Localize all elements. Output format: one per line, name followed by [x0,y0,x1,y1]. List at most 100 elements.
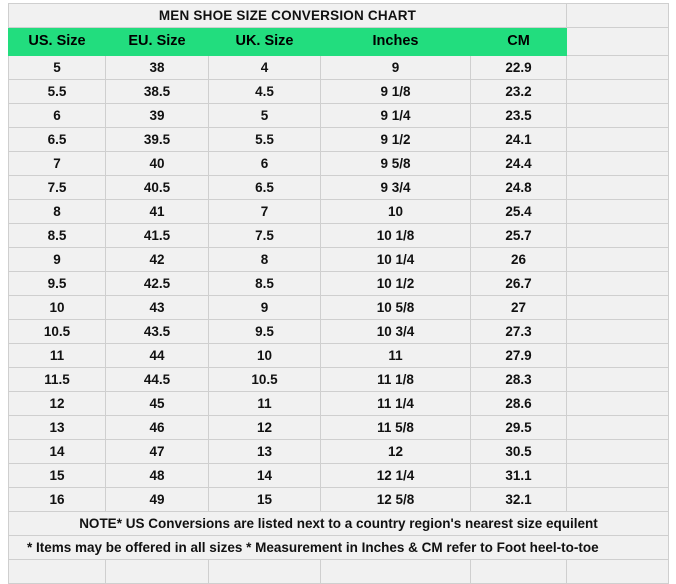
cell-uk[interactable]: 4 [208,55,321,80]
cell-cm[interactable]: 25.4 [470,199,567,224]
cell-uk[interactable]: 10 [208,343,321,368]
cell-cm[interactable]: 30.5 [470,439,567,464]
empty-cell[interactable] [566,439,669,464]
empty-cell[interactable] [566,3,669,28]
cell-us[interactable]: 8 [8,199,106,224]
cell-eu[interactable]: 47 [105,439,209,464]
cell-inches[interactable]: 11 1/4 [320,391,471,416]
column-header-eu[interactable]: EU. Size [105,27,209,56]
empty-cell[interactable] [566,463,669,488]
cell-uk[interactable]: 15 [208,487,321,512]
empty-cell[interactable] [566,415,669,440]
cell-cm[interactable]: 32.1 [470,487,567,512]
cell-inches[interactable]: 10 3/4 [320,319,471,344]
cell-us[interactable]: 13 [8,415,106,440]
cell-uk[interactable]: 10.5 [208,367,321,392]
empty-cell[interactable] [320,559,471,584]
cell-us[interactable]: 14 [8,439,106,464]
cell-eu[interactable]: 39 [105,103,209,128]
cell-uk[interactable]: 11 [208,391,321,416]
cell-inches[interactable]: 11 5/8 [320,415,471,440]
cell-uk[interactable]: 8 [208,247,321,272]
empty-cell[interactable] [566,127,669,152]
empty-cell[interactable] [105,559,209,584]
empty-cell[interactable] [566,319,669,344]
cell-inches[interactable]: 9 1/8 [320,79,471,104]
cell-inches[interactable]: 12 1/4 [320,463,471,488]
cell-eu[interactable]: 45 [105,391,209,416]
cell-uk[interactable]: 13 [208,439,321,464]
column-header-us[interactable]: US. Size [8,27,106,56]
cell-uk[interactable]: 4.5 [208,79,321,104]
cell-eu[interactable]: 44.5 [105,367,209,392]
cell-cm[interactable]: 24.4 [470,151,567,176]
cell-us[interactable]: 15 [8,463,106,488]
cell-cm[interactable]: 26.7 [470,271,567,296]
cell-us[interactable]: 12 [8,391,106,416]
cell-inches[interactable]: 11 1/8 [320,367,471,392]
empty-cell[interactable] [566,391,669,416]
cell-us[interactable]: 11 [8,343,106,368]
cell-us[interactable]: 9.5 [8,271,106,296]
cell-cm[interactable]: 29.5 [470,415,567,440]
cell-cm[interactable]: 26 [470,247,567,272]
cell-inches[interactable]: 9 5/8 [320,151,471,176]
cell-eu[interactable]: 38.5 [105,79,209,104]
cell-eu[interactable]: 49 [105,487,209,512]
cell-uk[interactable]: 5 [208,103,321,128]
cell-eu[interactable]: 39.5 [105,127,209,152]
empty-cell[interactable] [566,223,669,248]
cell-eu[interactable]: 41.5 [105,223,209,248]
cell-eu[interactable]: 43 [105,295,209,320]
cell-us[interactable]: 16 [8,487,106,512]
empty-cell[interactable] [566,559,669,584]
cell-cm[interactable]: 27 [470,295,567,320]
empty-cell[interactable] [566,151,669,176]
cell-us[interactable]: 7.5 [8,175,106,200]
cell-cm[interactable]: 22.9 [470,55,567,80]
cell-inches[interactable]: 9 3/4 [320,175,471,200]
column-header-inches[interactable]: Inches [320,27,471,56]
cell-uk[interactable]: 8.5 [208,271,321,296]
cell-cm[interactable]: 28.6 [470,391,567,416]
empty-cell[interactable] [566,367,669,392]
cell-cm[interactable]: 27.9 [470,343,567,368]
cell-cm[interactable]: 27.3 [470,319,567,344]
cell-inches[interactable]: 11 [320,343,471,368]
empty-cell[interactable] [566,343,669,368]
cell-eu[interactable]: 42 [105,247,209,272]
cell-cm[interactable]: 24.8 [470,175,567,200]
cell-us[interactable]: 5 [8,55,106,80]
cell-uk[interactable]: 6 [208,151,321,176]
note-text-conversions[interactable]: NOTE* US Conversions are listed next to … [8,511,669,536]
cell-inches[interactable]: 9 1/4 [320,103,471,128]
cell-us[interactable]: 6.5 [8,127,106,152]
empty-cell[interactable] [566,55,669,80]
empty-cell[interactable] [566,487,669,512]
cell-eu[interactable]: 43.5 [105,319,209,344]
cell-inches[interactable]: 10 1/2 [320,271,471,296]
cell-us[interactable]: 11.5 [8,367,106,392]
empty-cell[interactable] [566,295,669,320]
empty-cell[interactable] [208,559,321,584]
cell-eu[interactable]: 38 [105,55,209,80]
cell-eu[interactable]: 48 [105,463,209,488]
cell-us[interactable]: 8.5 [8,223,106,248]
cell-inches[interactable]: 12 5/8 [320,487,471,512]
cell-eu[interactable]: 44 [105,343,209,368]
empty-cell[interactable] [566,175,669,200]
note-text-measurement[interactable]: * Items may be offered in all sizes * Me… [8,535,669,560]
cell-cm[interactable]: 25.7 [470,223,567,248]
cell-us[interactable]: 9 [8,247,106,272]
cell-eu[interactable]: 40 [105,151,209,176]
cell-us[interactable]: 7 [8,151,106,176]
cell-inches[interactable]: 10 1/8 [320,223,471,248]
cell-us[interactable]: 5.5 [8,79,106,104]
empty-cell[interactable] [566,271,669,296]
cell-cm[interactable]: 23.5 [470,103,567,128]
cell-us[interactable]: 6 [8,103,106,128]
cell-eu[interactable]: 40.5 [105,175,209,200]
cell-cm[interactable]: 31.1 [470,463,567,488]
empty-cell[interactable] [566,27,669,56]
empty-cell[interactable] [566,199,669,224]
